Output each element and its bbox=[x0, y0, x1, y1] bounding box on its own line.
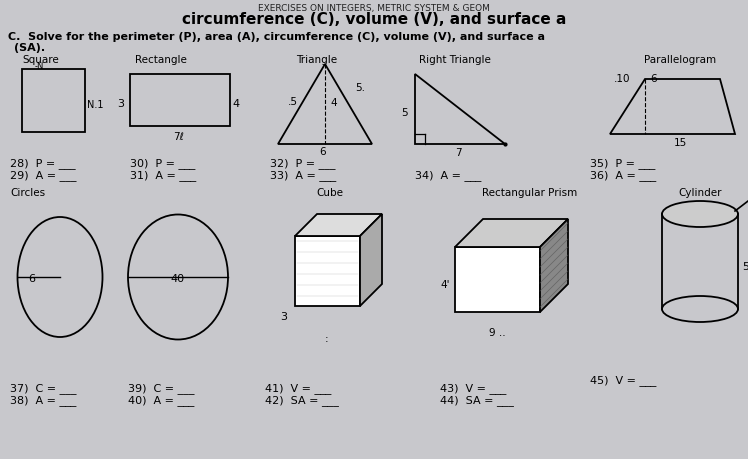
Text: 40: 40 bbox=[171, 274, 185, 283]
Text: 39)  C = ___: 39) C = ___ bbox=[128, 382, 194, 393]
Text: 35)  P = ___: 35) P = ___ bbox=[590, 157, 655, 168]
Text: 7: 7 bbox=[455, 148, 462, 157]
Text: 37)  C = ___: 37) C = ___ bbox=[10, 382, 76, 393]
Text: (SA).: (SA). bbox=[14, 43, 45, 53]
Text: 32)  P = ___: 32) P = ___ bbox=[270, 157, 336, 168]
Text: Circles: Circles bbox=[10, 188, 45, 197]
Text: 5.: 5. bbox=[355, 83, 365, 93]
Bar bbox=[22, 70, 85, 133]
Text: 29)  A = ___: 29) A = ___ bbox=[10, 170, 76, 180]
Text: Cylinder: Cylinder bbox=[678, 188, 722, 197]
Text: EXERCISES ON INTEGERS, METRIC SYSTEM & GEOM: EXERCISES ON INTEGERS, METRIC SYSTEM & G… bbox=[258, 4, 490, 13]
Text: .10: .10 bbox=[614, 74, 631, 84]
Text: 36)  A = ___: 36) A = ___ bbox=[590, 170, 656, 180]
Text: 34)  A = ___: 34) A = ___ bbox=[415, 170, 482, 180]
Polygon shape bbox=[455, 219, 568, 247]
Text: 43)  V = ___: 43) V = ___ bbox=[440, 382, 506, 393]
Ellipse shape bbox=[662, 202, 738, 228]
Text: 41)  V = ___: 41) V = ___ bbox=[265, 382, 331, 393]
Text: Triangle: Triangle bbox=[296, 55, 337, 65]
Text: 9 ..: 9 .. bbox=[488, 327, 506, 337]
Polygon shape bbox=[295, 214, 382, 236]
Text: .5: .5 bbox=[288, 97, 298, 107]
Text: :: : bbox=[325, 333, 329, 343]
Text: -N: -N bbox=[35, 62, 44, 71]
Text: 7ℓ: 7ℓ bbox=[174, 132, 185, 142]
Text: 3: 3 bbox=[280, 311, 287, 321]
Text: 5: 5 bbox=[402, 108, 408, 118]
Text: 4: 4 bbox=[330, 98, 337, 108]
Text: 30)  P = ___: 30) P = ___ bbox=[130, 157, 195, 168]
Text: Parallelogram: Parallelogram bbox=[644, 55, 716, 65]
Text: Cube: Cube bbox=[316, 188, 343, 197]
Text: 33)  A = ___: 33) A = ___ bbox=[270, 170, 337, 180]
Bar bbox=[295, 236, 360, 306]
Text: Right Triangle: Right Triangle bbox=[419, 55, 491, 65]
Text: Rectangle: Rectangle bbox=[135, 55, 187, 65]
Text: 38)  A = ___: 38) A = ___ bbox=[10, 394, 76, 405]
Text: 45)  V = ___: 45) V = ___ bbox=[590, 374, 657, 385]
Polygon shape bbox=[360, 214, 382, 306]
Text: 3: 3 bbox=[117, 99, 124, 109]
Bar bbox=[130, 75, 230, 127]
Text: circumference (C), volume (V), and surface a: circumference (C), volume (V), and surfa… bbox=[182, 12, 566, 27]
Text: 6: 6 bbox=[28, 274, 35, 283]
Text: Square: Square bbox=[22, 55, 59, 65]
Polygon shape bbox=[540, 219, 568, 312]
Text: 4: 4 bbox=[232, 99, 239, 109]
Text: 28)  P = ___: 28) P = ___ bbox=[10, 157, 76, 168]
Text: 15: 15 bbox=[673, 138, 687, 148]
Text: C.  Solve for the perimeter (P), area (A), circumference (C), volume (V), and su: C. Solve for the perimeter (P), area (A)… bbox=[8, 32, 545, 42]
Text: Rectangular Prism: Rectangular Prism bbox=[482, 188, 577, 197]
Text: 31)  A = ___: 31) A = ___ bbox=[130, 170, 196, 180]
Text: 4': 4' bbox=[441, 280, 450, 289]
Text: N.1: N.1 bbox=[87, 100, 103, 110]
Bar bbox=[455, 247, 540, 312]
Text: 6: 6 bbox=[319, 147, 326, 157]
Text: 5: 5 bbox=[742, 262, 748, 271]
Text: 6: 6 bbox=[650, 74, 657, 84]
Text: 42)  SA = ___: 42) SA = ___ bbox=[265, 394, 339, 405]
Text: 40)  A = ___: 40) A = ___ bbox=[128, 394, 194, 405]
Text: 44)  SA = ___: 44) SA = ___ bbox=[440, 394, 514, 405]
